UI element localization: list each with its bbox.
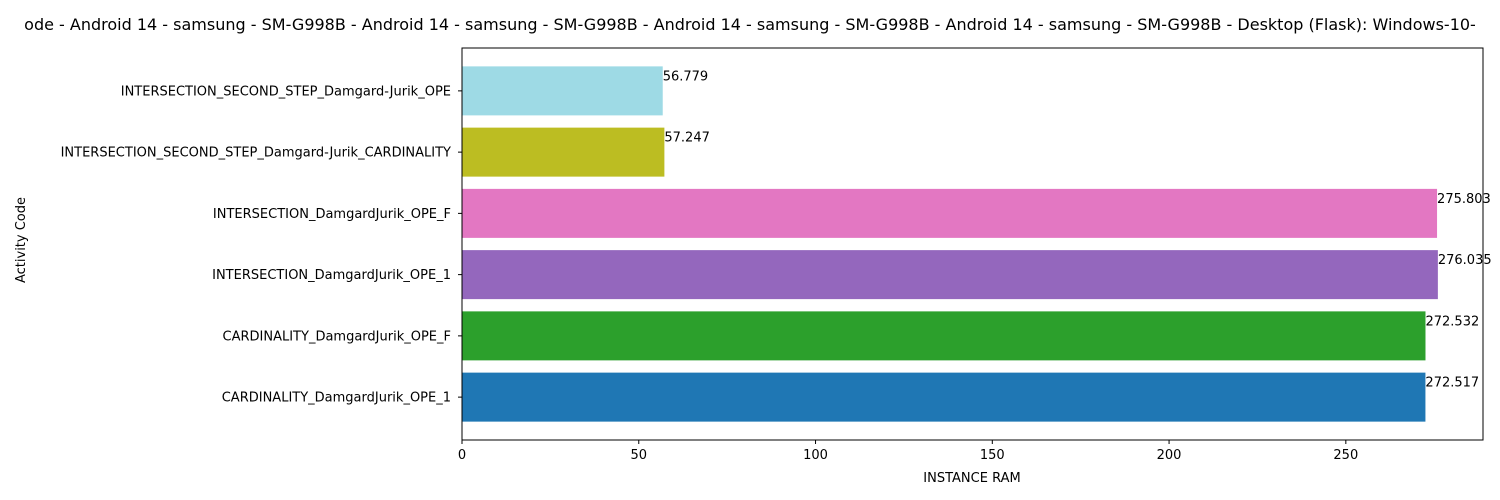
y-tick-label: INTERSECTION_SECOND_STEP_Damgard-Jurik_C… [61, 146, 451, 161]
x-tick-label: 0 [458, 448, 466, 463]
x-tick-label: 200 [1157, 448, 1182, 463]
bar-1 [462, 372, 1426, 422]
y-tick-label: INTERSECTION_SECOND_STEP_Damgard-Jurik_O… [121, 84, 451, 99]
value-labels-group: 272.517 272.532 276.035 275.803 57.247 56.779 [663, 69, 1492, 390]
bar-value-label: 272.532 [1425, 314, 1479, 329]
bar-5 [462, 127, 665, 177]
y-tick-label: INTERSECTION_DamgardJurik_OPE_F [213, 207, 451, 222]
y-tick-label: INTERSECTION_DamgardJurik_OPE_1 [212, 268, 451, 283]
bar-2 [462, 311, 1426, 361]
bar-value-label: 272.517 [1425, 376, 1479, 391]
bar-value-label: 57.247 [664, 131, 710, 146]
bar-value-label: 275.803 [1437, 192, 1491, 207]
y-axis-label: Activity Code [14, 197, 29, 283]
x-tick-label: 150 [980, 448, 1005, 463]
y-tick-label: CARDINALITY_DamgardJurik_OPE_F [223, 329, 451, 344]
x-axis-ticks: 0 50 100 150 200 250 [458, 440, 1358, 463]
bars-group [462, 66, 1438, 422]
plot-frame [461, 47, 1484, 441]
x-tick-label: 250 [1333, 448, 1358, 463]
y-axis-ticks: CARDINALITY_DamgardJurik_OPE_1 CARDINALIT… [61, 84, 462, 406]
x-tick-label: 100 [803, 448, 828, 463]
bar-6 [462, 66, 663, 116]
chart-title: ode - Android 14 - samsung - SM-G998B - … [24, 15, 1476, 34]
x-tick-label: 50 [630, 448, 647, 463]
bar-value-label: 56.779 [663, 69, 709, 84]
bar-value-label: 276.035 [1438, 253, 1492, 268]
x-axis-label: INSTANCE RAM [923, 471, 1020, 486]
bar-4 [462, 188, 1438, 238]
bar-3 [462, 250, 1438, 300]
y-tick-label: CARDINALITY_DamgardJurik_OPE_1 [222, 391, 451, 406]
